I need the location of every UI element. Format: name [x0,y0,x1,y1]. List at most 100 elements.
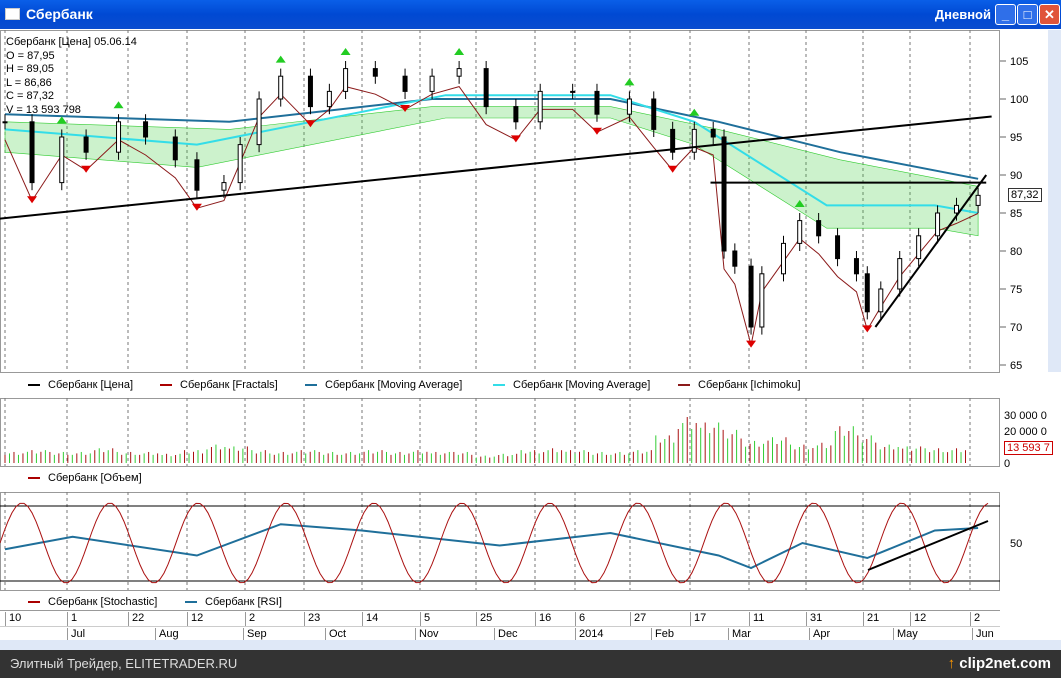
candle-body [456,68,462,77]
legend-ma-slow[interactable]: Сбербанк [Moving Average] [305,379,462,391]
date-tick-day: 11 [749,612,764,626]
candle-body [2,121,8,124]
fractal-down-marker [305,120,316,128]
candle-body [83,136,89,153]
date-tick-month: Jun [972,628,994,642]
last-volume-label: 13 593 7 [1004,441,1053,455]
date-tick-month: Aug [155,628,179,642]
chart-window-icon [5,8,20,20]
trend-line [874,174,988,328]
legend-fractals[interactable]: Сбербанк [Fractals] [160,379,278,391]
fractal-down-marker [667,165,678,173]
candle-body [797,220,803,244]
date-tick-day: 2 [245,612,255,626]
candle-body [194,159,200,191]
volume-tick-label: 30 000 0 [1004,410,1047,422]
date-tick-month: Dec [494,628,518,642]
candle-body [29,121,35,184]
ichimoku-cloud [4,106,979,237]
period-label[interactable]: Дневной [934,7,991,22]
fractal-down-marker [81,165,92,173]
candle-body [237,144,243,184]
minimize-button[interactable]: _ [995,4,1016,25]
legend-ma-fast[interactable]: Сбербанк [Moving Average] [493,379,650,391]
footer: Элитный Трейдер, ELITETRADER.RU ↑ clip2n… [0,650,1061,678]
date-tick-day: 22 [128,612,144,626]
clip2net-logo: ↑ clip2net.com [947,655,1051,672]
price-legend: Сбербанк [Цена] Сбербанк [Fractals] Сбер… [0,377,1000,393]
footer-text: Элитный Трейдер, ELITETRADER.RU [10,656,238,671]
fractal-down-marker [27,196,38,204]
horizontal-scrollbar[interactable] [0,640,1061,650]
fractal-up-marker [340,48,351,55]
panel-frame [0,398,1000,467]
candle-body [372,68,378,77]
candle-body [143,121,149,138]
candle-body [326,90,332,108]
info-open: O = 87,95 [6,49,55,62]
date-tick-day: 5 [420,612,430,626]
window-title: Сбербанк [26,6,93,22]
trend-line [0,115,992,220]
ohlc-info: Сбербанк [Цена] 05.06.14 O = 87,95 H = 8… [6,36,137,117]
last-price-label: 87,32 [1008,188,1042,202]
date-tick-month: Jul [67,628,85,642]
candle-body [513,106,519,123]
fractal-up-marker [794,200,805,207]
candle-body [626,98,632,115]
fractal-down-marker [862,325,873,333]
vertical-scrollbar[interactable] [1048,30,1061,372]
date-tick-day: 21 [863,612,879,626]
volume-tick-label: 0 [1004,458,1010,470]
y-tick-label: 100 [1010,94,1028,106]
date-tick-day: 17 [690,612,706,626]
candle-body [537,90,543,123]
date-tick-month: Mar [728,628,751,642]
info-header: Сбербанк [Цена] 05.06.14 [6,36,137,48]
date-tick-day: 6 [575,612,585,626]
y-tick-label: 90 [1010,170,1022,182]
candle-body [835,235,841,260]
osc-tick-label: 50 [1010,538,1022,550]
stochastic-line [0,502,989,584]
date-tick-month: Apr [809,628,830,642]
panel-frame [0,30,1000,373]
fractal-up-marker [113,101,124,109]
date-tick-day: 16 [535,612,551,626]
fractal-up-marker [275,55,286,63]
osc-trend-line [867,520,989,571]
close-button[interactable]: ✕ [1039,4,1060,25]
candle-body [759,273,765,328]
info-volume: V = 13 593 798 [6,103,81,116]
volume-tick-label: 20 000 0 [1004,426,1047,438]
date-tick-day: 31 [806,612,822,626]
candle-body [570,90,576,93]
moving-average-slow-line [4,98,979,180]
date-tick-day: 2 [970,612,980,626]
legend-rsi[interactable]: Сбербанк [RSI] [185,596,282,608]
legend-price[interactable]: Сбербанк [Цена] [28,379,133,391]
candle-body [402,75,408,92]
y-tick-label: 80 [1010,246,1022,258]
date-tick-month: Nov [415,628,439,642]
date-tick-month: 2014 [575,628,603,642]
candle-body [816,220,822,237]
candle-body [710,128,716,138]
maximize-button[interactable]: □ [1017,4,1038,25]
candle-body [594,90,600,115]
info-low: L = 86,86 [6,76,52,89]
y-tick-label: 85 [1010,208,1022,220]
legend-stochastic[interactable]: Сбербанк [Stochastic] [28,596,157,608]
volume-legend: Сбербанк [Объем] [0,470,1000,486]
date-tick-day: 25 [476,612,492,626]
fractal-up-marker [689,108,700,116]
candle-body [780,242,786,275]
info-high: H = 89,05 [6,63,55,75]
date-tick-day: 14 [362,612,378,626]
legend-ichimoku[interactable]: Сбербанк [Ichimoku] [678,379,801,391]
chart-canvas[interactable]: 105 100 95 90 85 80 75 70 65 30 000 0 20 000 0 0 50 [0,0,1048,610]
ichimoku-line [4,86,979,346]
fractal-down-marker [510,135,521,143]
legend-volume[interactable]: Сбербанк [Объем] [28,472,142,484]
date-tick-month: Feb [651,628,674,642]
